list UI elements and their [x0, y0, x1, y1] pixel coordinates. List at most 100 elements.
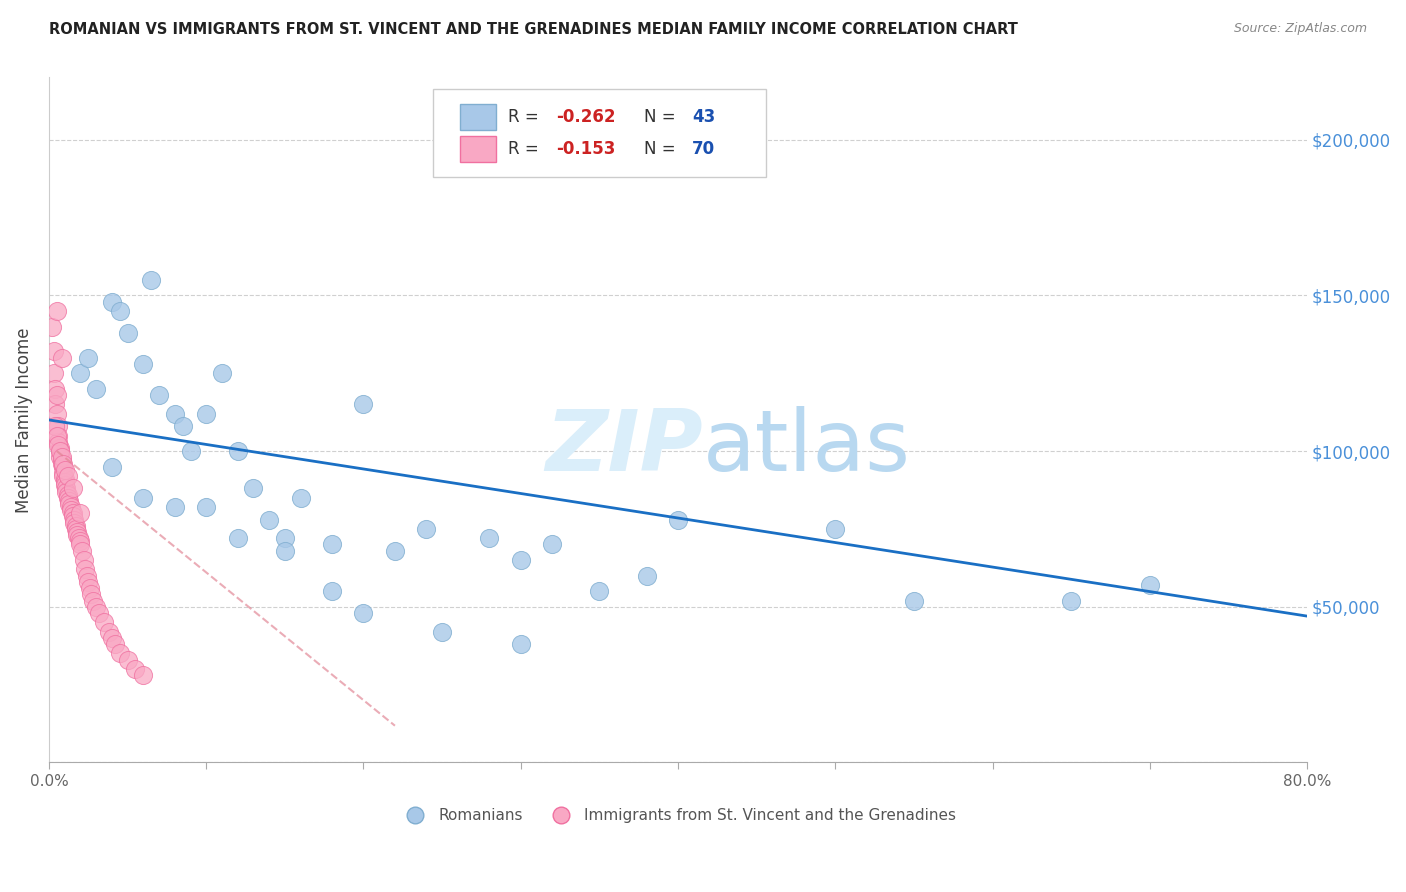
Text: atlas: atlas: [703, 406, 911, 489]
Point: [65, 522, 87, 536]
Point: [141, 273, 163, 287]
Point: [415, 522, 437, 536]
Point: [58, 494, 80, 508]
Point: [51, 351, 73, 365]
Point: [77, 574, 100, 589]
Point: [117, 326, 139, 340]
FancyBboxPatch shape: [460, 136, 495, 161]
Point: [79, 581, 101, 595]
Point: [48, 419, 70, 434]
Point: [226, 531, 249, 545]
Text: ROMANIAN VS IMMIGRANTS FROM ST. VINCENT AND THE GRENADINES MEDIAN FAMILY INCOME : ROMANIAN VS IMMIGRANTS FROM ST. VINCENT …: [49, 22, 1018, 37]
Point: [242, 482, 264, 496]
Point: [108, 647, 131, 661]
Point: [56, 469, 79, 483]
Point: [478, 531, 501, 545]
Point: [509, 553, 531, 567]
Point: [824, 522, 846, 536]
Point: [226, 444, 249, 458]
Point: [163, 500, 186, 515]
Point: [321, 584, 343, 599]
Point: [45, 428, 67, 442]
Point: [53, 475, 76, 490]
Point: [211, 366, 233, 380]
Point: [1139, 578, 1161, 592]
Point: [104, 637, 127, 651]
Point: [48, 438, 70, 452]
Point: [70, 543, 93, 558]
Point: [69, 506, 91, 520]
Text: ZIP: ZIP: [546, 406, 703, 489]
Point: [69, 537, 91, 551]
Point: [97, 624, 120, 639]
Point: [45, 407, 67, 421]
Point: [52, 459, 75, 474]
Point: [124, 662, 146, 676]
Point: [52, 457, 75, 471]
Point: [76, 568, 98, 582]
Point: [163, 407, 186, 421]
Point: [84, 382, 107, 396]
Point: [48, 434, 70, 449]
Point: [1060, 593, 1083, 607]
Point: [636, 568, 658, 582]
Text: -0.262: -0.262: [555, 108, 616, 126]
Point: [44, 382, 66, 396]
Text: N =: N =: [644, 108, 681, 126]
Point: [49, 444, 72, 458]
Point: [353, 397, 375, 411]
Point: [45, 304, 67, 318]
Text: Source: ZipAtlas.com: Source: ZipAtlas.com: [1233, 22, 1367, 36]
Point: [101, 459, 124, 474]
Point: [44, 397, 66, 411]
Point: [77, 351, 100, 365]
Point: [42, 344, 65, 359]
Point: [44, 419, 66, 434]
Text: 43: 43: [692, 108, 716, 126]
Point: [430, 624, 453, 639]
Point: [51, 450, 73, 465]
Point: [274, 543, 297, 558]
Point: [541, 537, 564, 551]
Point: [274, 531, 297, 545]
Point: [45, 388, 67, 402]
Point: [56, 488, 79, 502]
Point: [666, 512, 689, 526]
Point: [132, 491, 155, 505]
Point: [290, 491, 312, 505]
Text: N =: N =: [644, 140, 681, 158]
Point: [84, 599, 107, 614]
Point: [93, 615, 115, 630]
Point: [117, 653, 139, 667]
Point: [66, 524, 89, 539]
Point: [132, 668, 155, 682]
Point: [63, 512, 86, 526]
Point: [903, 593, 925, 607]
Point: [257, 512, 280, 526]
Point: [62, 509, 84, 524]
Point: [62, 506, 84, 520]
Point: [53, 472, 76, 486]
Text: -0.153: -0.153: [555, 140, 616, 158]
Point: [42, 366, 65, 380]
Point: [55, 484, 77, 499]
Point: [55, 482, 77, 496]
Point: [56, 491, 79, 505]
Point: [58, 497, 80, 511]
Point: [65, 518, 87, 533]
FancyBboxPatch shape: [433, 89, 766, 177]
Point: [59, 503, 82, 517]
Point: [353, 606, 375, 620]
Point: [51, 453, 73, 467]
Point: [53, 478, 76, 492]
Point: [49, 444, 72, 458]
Point: [195, 407, 218, 421]
Point: [62, 482, 84, 496]
Legend: Romanians, Immigrants from St. Vincent and the Grenadines: Romanians, Immigrants from St. Vincent a…: [401, 808, 956, 823]
Point: [509, 637, 531, 651]
Point: [69, 534, 91, 549]
Point: [72, 553, 94, 567]
Point: [52, 469, 75, 483]
Point: [321, 537, 343, 551]
Point: [588, 584, 610, 599]
